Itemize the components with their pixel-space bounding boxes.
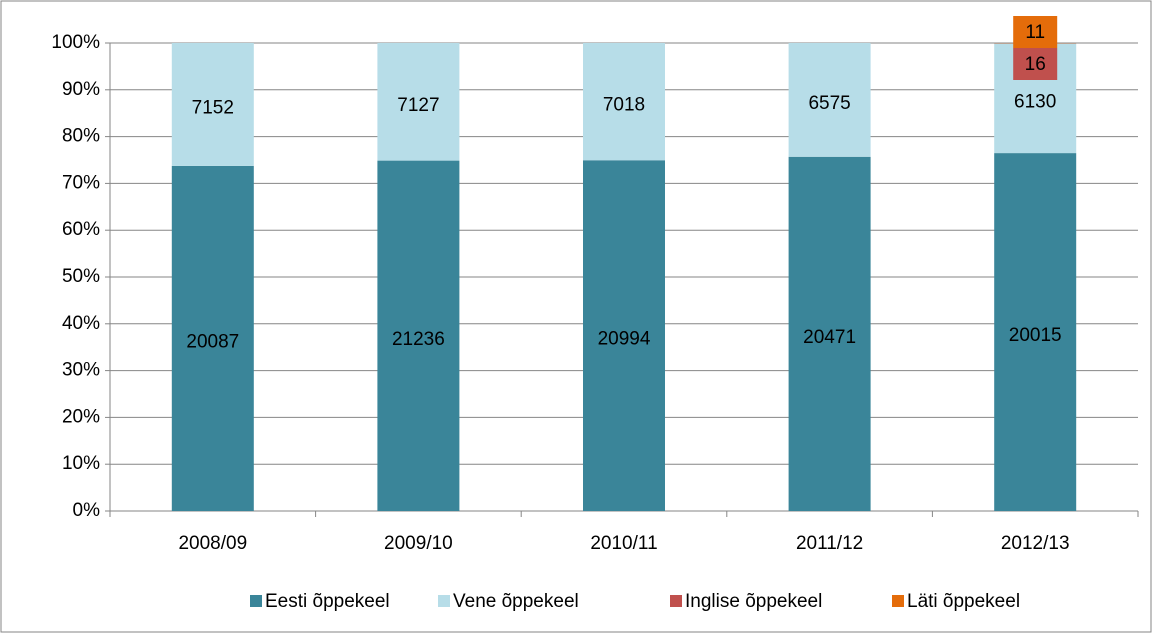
y-tick-label: 40% [62,313,100,334]
bar-segment [583,43,665,161]
y-tick-label: 30% [62,360,100,381]
y-tick-label: 60% [62,219,100,240]
data-label: 6130 [1014,91,1056,112]
bar-segment [377,160,460,511]
data-label: 7152 [192,97,234,118]
y-tick-label: 0% [73,500,101,521]
legend-swatch [892,595,904,607]
bar-segment [377,43,460,161]
bar-segment [583,160,665,511]
legend-swatch [250,595,262,607]
bar-segment [171,165,254,511]
legend-label: Vene õppekeel [453,591,579,612]
data-label: 16 [1025,54,1046,75]
y-tick-label: 90% [62,79,100,100]
data-label: 21236 [392,329,445,350]
y-tick-label: 20% [62,406,100,427]
data-label: 11 [1025,22,1045,43]
x-tick-label: 2011/12 [796,533,863,554]
bar-segment [788,156,871,511]
data-label-box [1013,16,1058,48]
x-tick-label: 2008/09 [178,533,247,554]
legend-label: Eesti õppekeel [265,591,390,612]
data-label: 6575 [808,93,850,114]
bar-segment [788,43,871,157]
data-label: 20994 [598,329,651,350]
legend-swatch [438,595,450,607]
data-label-box [1013,48,1058,80]
legend-swatch [670,595,682,607]
x-tick-label: 2012/13 [1001,533,1070,554]
data-label: 20471 [803,327,856,348]
data-label: 7018 [603,95,645,116]
y-tick-label: 80% [62,126,100,147]
data-label: 20087 [186,331,239,352]
data-label: 7127 [397,95,439,116]
y-tick-label: 100% [51,32,100,53]
y-tick-label: 10% [62,453,100,474]
legend-label: Inglise õppekeel [685,591,822,612]
y-tick-label: 70% [62,172,100,193]
y-tick-label: 50% [62,266,100,287]
data-label: 20015 [1009,325,1062,346]
bar-segment [994,153,1077,511]
x-tick-label: 2009/10 [384,533,453,554]
bar-segment [171,43,254,166]
x-tick-label: 2010/11 [590,533,657,554]
legend-label: Läti õppekeel [907,591,1020,612]
